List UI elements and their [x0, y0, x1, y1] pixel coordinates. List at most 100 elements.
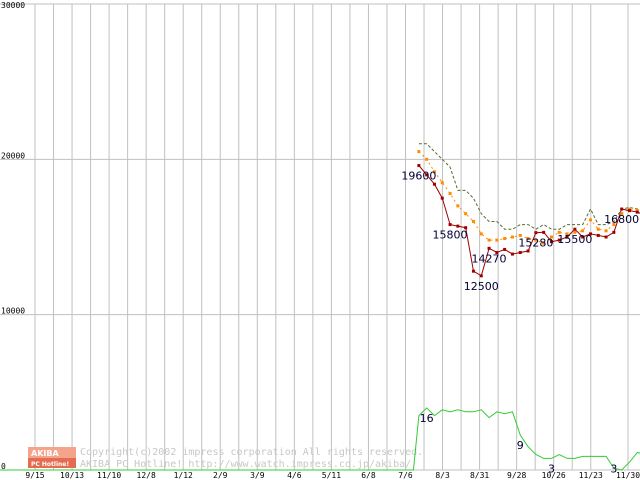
data-label: 3	[548, 462, 555, 475]
x-tick-label: 9/28	[507, 471, 526, 480]
marker-low	[549, 240, 553, 244]
marker-low	[425, 173, 429, 177]
x-tick-label: 2/9	[213, 471, 228, 480]
marker-low	[495, 251, 499, 255]
x-tick-label: 1/12	[174, 471, 193, 480]
marker-average	[526, 237, 530, 241]
marker-average	[448, 192, 452, 196]
marker-low	[588, 232, 592, 236]
data-label: 3	[610, 462, 617, 475]
y-tick-label: 30000	[1, 1, 25, 10]
x-tick-label: 7/6	[398, 471, 413, 480]
marker-average	[534, 238, 538, 242]
marker-low	[596, 233, 600, 237]
x-tick-label: 8/31	[470, 471, 489, 480]
data-label: 15500	[557, 233, 592, 246]
series-line-shop-count	[0, 407, 640, 471]
data-label: 15280	[518, 237, 553, 250]
marker-average	[440, 181, 444, 185]
marker-low	[464, 226, 468, 230]
marker-average	[464, 212, 468, 216]
marker-low	[581, 235, 585, 239]
y-tick-label: 20000	[1, 151, 25, 160]
marker-average	[518, 233, 522, 237]
copyright-watermark: AKIBA PC Hotline! Copyright(c)2002 impre…	[28, 447, 423, 470]
x-tick-label: 5/11	[322, 471, 341, 480]
copyright-line-1: Copyright(c)2002 impress corporation All…	[80, 447, 423, 458]
marker-average	[425, 157, 429, 161]
x-tick-label: 11/30	[616, 471, 640, 480]
x-tick-label: 8/3	[435, 471, 450, 480]
marker-low	[526, 249, 530, 253]
marker-low	[573, 227, 577, 231]
marker-low	[479, 274, 483, 278]
marker-low	[417, 164, 421, 168]
data-label: 12500	[464, 280, 499, 293]
marker-low	[604, 235, 608, 239]
x-tick-label: 4/6	[287, 471, 302, 480]
marker-low	[627, 209, 631, 213]
data-label: 19600	[401, 170, 436, 183]
x-tick-label: 12/8	[137, 471, 156, 480]
marker-average	[581, 229, 585, 233]
data-label: 15800	[433, 229, 468, 242]
marker-average	[495, 238, 499, 242]
marker-low	[635, 210, 639, 214]
x-tick-label: 10/26	[542, 471, 566, 480]
marker-low	[542, 230, 546, 234]
marker-low	[456, 224, 460, 228]
marker-low	[510, 252, 514, 256]
data-label: 16	[420, 412, 434, 425]
marker-average	[620, 212, 624, 216]
y-tick-label: 10000	[1, 307, 25, 316]
y-axis-ticks: 0 10000 20000 30000	[1, 1, 25, 471]
marker-low	[487, 246, 491, 250]
marker-average	[456, 204, 460, 208]
marker-average	[573, 230, 577, 234]
marker-average	[549, 235, 553, 239]
marker-average	[542, 241, 546, 245]
x-tick-label: 11/23	[579, 471, 603, 480]
marker-low	[448, 223, 452, 227]
data-label: 16800	[604, 213, 639, 226]
marker-average	[604, 229, 608, 233]
marker-low	[534, 231, 538, 235]
marker-average	[487, 238, 491, 242]
marker-average	[510, 235, 514, 239]
series-layer	[0, 143, 640, 471]
y-tick-label: 0	[1, 462, 6, 471]
akiba-logo-band	[28, 458, 76, 468]
marker-low	[471, 269, 475, 273]
akiba-logo-top: AKIBA	[31, 449, 59, 458]
data-label: 9	[517, 439, 524, 452]
markers-layer	[417, 150, 639, 278]
marker-low	[518, 251, 522, 255]
x-tick-label: 9/15	[25, 471, 44, 480]
marker-average	[479, 232, 483, 236]
marker-average	[432, 170, 436, 174]
marker-low	[620, 207, 624, 211]
x-tick-label: 10/13	[60, 471, 84, 480]
marker-average	[417, 150, 421, 154]
akiba-logo-bottom: PC Hotline!	[31, 461, 69, 468]
marker-average	[503, 237, 507, 241]
marker-average	[565, 232, 569, 236]
marker-low	[612, 230, 616, 234]
marker-low	[440, 196, 444, 200]
marker-average	[557, 230, 561, 234]
x-tick-label: 6/8	[361, 471, 376, 480]
grid-lines	[0, 3, 640, 471]
marker-average	[635, 209, 639, 213]
series-line-high	[418, 143, 640, 230]
marker-average	[471, 219, 475, 223]
marker-low	[503, 247, 507, 251]
x-axis-ticks: 9/15 10/13 11/10 12/8 1/12 2/9 3/9 4/6 5/11 6/8 7/…	[25, 471, 640, 480]
marker-average	[612, 223, 616, 227]
data-label: 14270	[472, 252, 507, 265]
marker-low	[565, 235, 569, 239]
marker-average	[627, 207, 631, 211]
data-labels-layer: 19600 15800 14270 12500 15280 15500 16800 16 9 3 3…	[401, 170, 639, 476]
marker-low	[432, 182, 436, 186]
copyright-line-2: AKIBA PC Hotline! http://www.watch.impre…	[80, 459, 411, 470]
